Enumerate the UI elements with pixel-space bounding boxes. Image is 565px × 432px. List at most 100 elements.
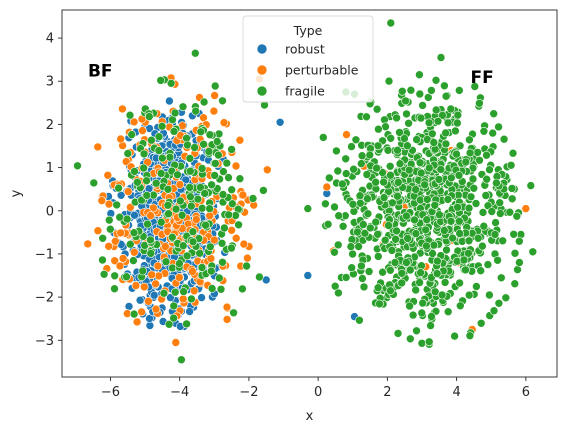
point-fragile — [465, 135, 474, 145]
point-fragile — [405, 334, 415, 344]
x-tick-label: 2 — [383, 385, 391, 400]
point-fragile — [175, 259, 184, 268]
point-fragile — [333, 166, 343, 176]
point-fragile — [200, 189, 209, 198]
y-tick-label: 1 — [46, 161, 54, 176]
point-fragile — [455, 301, 465, 311]
point-fragile — [123, 149, 133, 158]
point-fragile — [422, 241, 431, 251]
point-fragile — [219, 167, 228, 176]
legend-label-perturbable: perturbable — [285, 63, 359, 78]
point-perturbable — [219, 118, 229, 127]
point-fragile — [446, 173, 456, 183]
point-fragile — [417, 308, 427, 318]
legend-label-fragile: fragile — [285, 84, 325, 99]
point-fragile — [388, 198, 397, 208]
point-fragile — [510, 249, 520, 258]
point-fragile — [492, 178, 501, 188]
point-fragile — [143, 219, 152, 229]
point-fragile — [452, 149, 461, 159]
point-fragile — [373, 141, 383, 151]
point-fragile — [129, 228, 139, 237]
point-fragile — [126, 239, 135, 249]
point-robust — [150, 290, 159, 300]
point-fragile — [122, 272, 131, 282]
point-fragile — [355, 191, 365, 200]
ticks-layer: −6 −4 −2 0 2 4 6 −3 −2 −1 0 1 2 3 4 — [35, 32, 530, 400]
point-fragile — [182, 319, 191, 329]
point-fragile — [186, 166, 195, 176]
point-fragile — [446, 217, 456, 226]
point-fragile — [146, 249, 156, 258]
point-fragile — [387, 246, 397, 255]
point-fragile — [197, 203, 207, 213]
point-fragile — [371, 177, 381, 187]
point-fragile — [440, 278, 450, 287]
point-fragile — [465, 148, 475, 158]
legend-label-robust: robust — [285, 42, 325, 57]
point-fragile — [197, 263, 207, 272]
point-fragile — [418, 101, 427, 110]
point-fragile — [372, 104, 382, 114]
point-fragile — [430, 287, 440, 297]
point-perturbable — [93, 226, 103, 235]
point-perturbable — [210, 235, 219, 245]
point-fragile — [357, 151, 367, 160]
point-fragile — [417, 338, 427, 348]
y-tick-label: 2 — [46, 118, 54, 133]
point-fragile — [436, 165, 446, 174]
point-fragile — [206, 242, 215, 252]
point-robust — [275, 118, 285, 127]
point-fragile — [375, 299, 384, 309]
point-perturbable — [238, 190, 248, 200]
point-robust — [303, 271, 313, 280]
point-robust — [124, 302, 134, 311]
point-fragile — [347, 263, 357, 273]
point-robust — [185, 307, 194, 316]
point-fragile — [351, 135, 361, 145]
point-fragile — [473, 148, 482, 157]
point-fragile — [403, 234, 413, 243]
point-fragile — [412, 135, 421, 144]
point-fragile — [489, 109, 499, 118]
point-fragile — [205, 130, 215, 139]
point-fragile — [154, 132, 164, 141]
point-fragile — [408, 310, 418, 320]
point-fragile — [416, 113, 426, 123]
point-fragile — [215, 273, 224, 283]
point-fragile — [73, 161, 82, 171]
point-fragile — [227, 145, 236, 154]
point-fragile — [465, 331, 475, 341]
point-fragile — [163, 201, 173, 210]
point-perturbable — [147, 270, 156, 280]
point-fragile — [397, 268, 407, 278]
point-perturbable — [178, 294, 188, 304]
point-fragile — [416, 268, 425, 277]
point-fragile — [386, 18, 396, 28]
point-fragile — [485, 290, 494, 300]
point-fragile — [188, 227, 198, 236]
point-fragile — [488, 128, 498, 138]
point-fragile — [469, 184, 479, 193]
point-fragile — [210, 81, 220, 91]
point-fragile — [214, 150, 223, 160]
point-fragile — [385, 265, 395, 275]
point-fragile — [395, 128, 404, 137]
point-fragile — [166, 79, 176, 88]
point-fragile — [379, 193, 389, 202]
point-fragile — [411, 185, 421, 194]
point-fragile — [372, 163, 381, 173]
point-fragile — [355, 315, 364, 325]
point-fragile — [420, 180, 430, 190]
point-fragile — [451, 126, 460, 136]
point-perturbable — [104, 199, 114, 209]
point-fragile — [365, 150, 375, 160]
point-fragile — [359, 282, 369, 292]
point-fragile — [386, 134, 396, 143]
point-fragile — [422, 195, 432, 204]
point-fragile — [401, 96, 410, 106]
point-perturbable — [116, 134, 125, 144]
point-fragile — [156, 217, 166, 227]
point-fragile — [183, 140, 192, 150]
point-fragile — [386, 286, 395, 296]
